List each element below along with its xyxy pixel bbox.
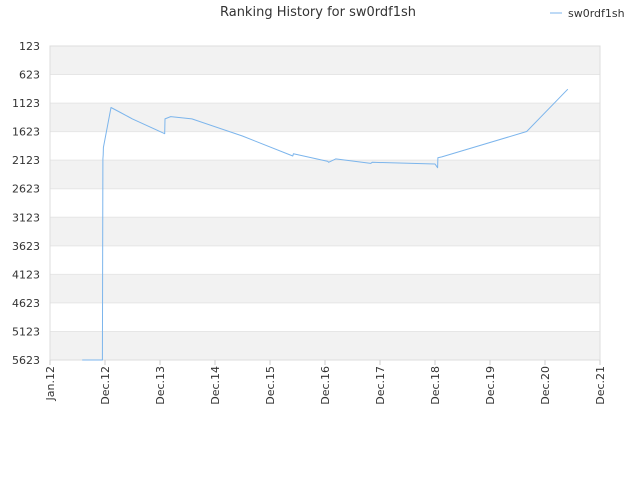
series-layer (82, 88, 569, 361)
y-tick-label: 2123 (12, 154, 40, 167)
x-tick-label: Dec.20 (539, 366, 552, 405)
y-tick-label: 2623 (12, 183, 40, 196)
x-tick-label: Dec.21 (594, 366, 607, 405)
plot-band (50, 131, 600, 161)
plot-band (50, 274, 600, 303)
y-tick-label: 3623 (12, 240, 40, 253)
plot-band (50, 46, 600, 75)
y-tick-label: 5123 (12, 325, 40, 338)
x-tick-label: Dec.19 (484, 366, 497, 405)
y-tick-label: 123 (19, 40, 40, 53)
x-tick-label: Dec.18 (429, 366, 442, 405)
x-tick-label: Dec.15 (264, 366, 277, 405)
plot-band (50, 302, 600, 332)
x-axis-ticks (49, 360, 601, 365)
y-tick-label: 4123 (12, 268, 40, 281)
x-tick-label: Dec.14 (209, 366, 222, 405)
plot-band (50, 217, 600, 246)
series-line-sw0rdf1sh (82, 88, 569, 361)
grid-lines (49, 45, 601, 361)
y-tick-label: 5623 (12, 354, 40, 367)
x-tick-label: Dec.17 (374, 366, 387, 405)
x-tick-label: Dec.12 (99, 366, 112, 405)
plot-band (50, 188, 600, 218)
y-tick-label: 623 (19, 69, 40, 82)
plot-band (50, 103, 600, 132)
plot-band (50, 74, 600, 104)
x-tick-label: Dec.16 (319, 366, 332, 405)
plot-band (50, 160, 600, 189)
plot-bands (50, 46, 600, 360)
y-tick-label: 1623 (12, 126, 40, 139)
plot-band (50, 331, 600, 360)
legend-label: sw0rdf1sh (568, 7, 625, 20)
chart-title: Ranking History for sw0rdf1sh (220, 5, 416, 20)
y-tick-label: 1123 (12, 97, 40, 110)
x-tick-label: Jan.12 (44, 366, 57, 401)
x-axis-labels: Jan.12 Dec.12 Dec.13 Dec.14 Dec.15 Dec.16 Dec.… (44, 366, 607, 405)
y-tick-label: 4623 (12, 297, 40, 310)
legend[interactable]: sw0rdf1sh (550, 7, 625, 20)
plot-band (50, 245, 600, 275)
x-tick-label: Dec.13 (154, 366, 167, 405)
y-axis-labels: 123 623 1123 1623 2123 2623 3123 3623 4123 4623 51… (12, 40, 40, 367)
y-tick-label: 3123 (12, 211, 40, 224)
